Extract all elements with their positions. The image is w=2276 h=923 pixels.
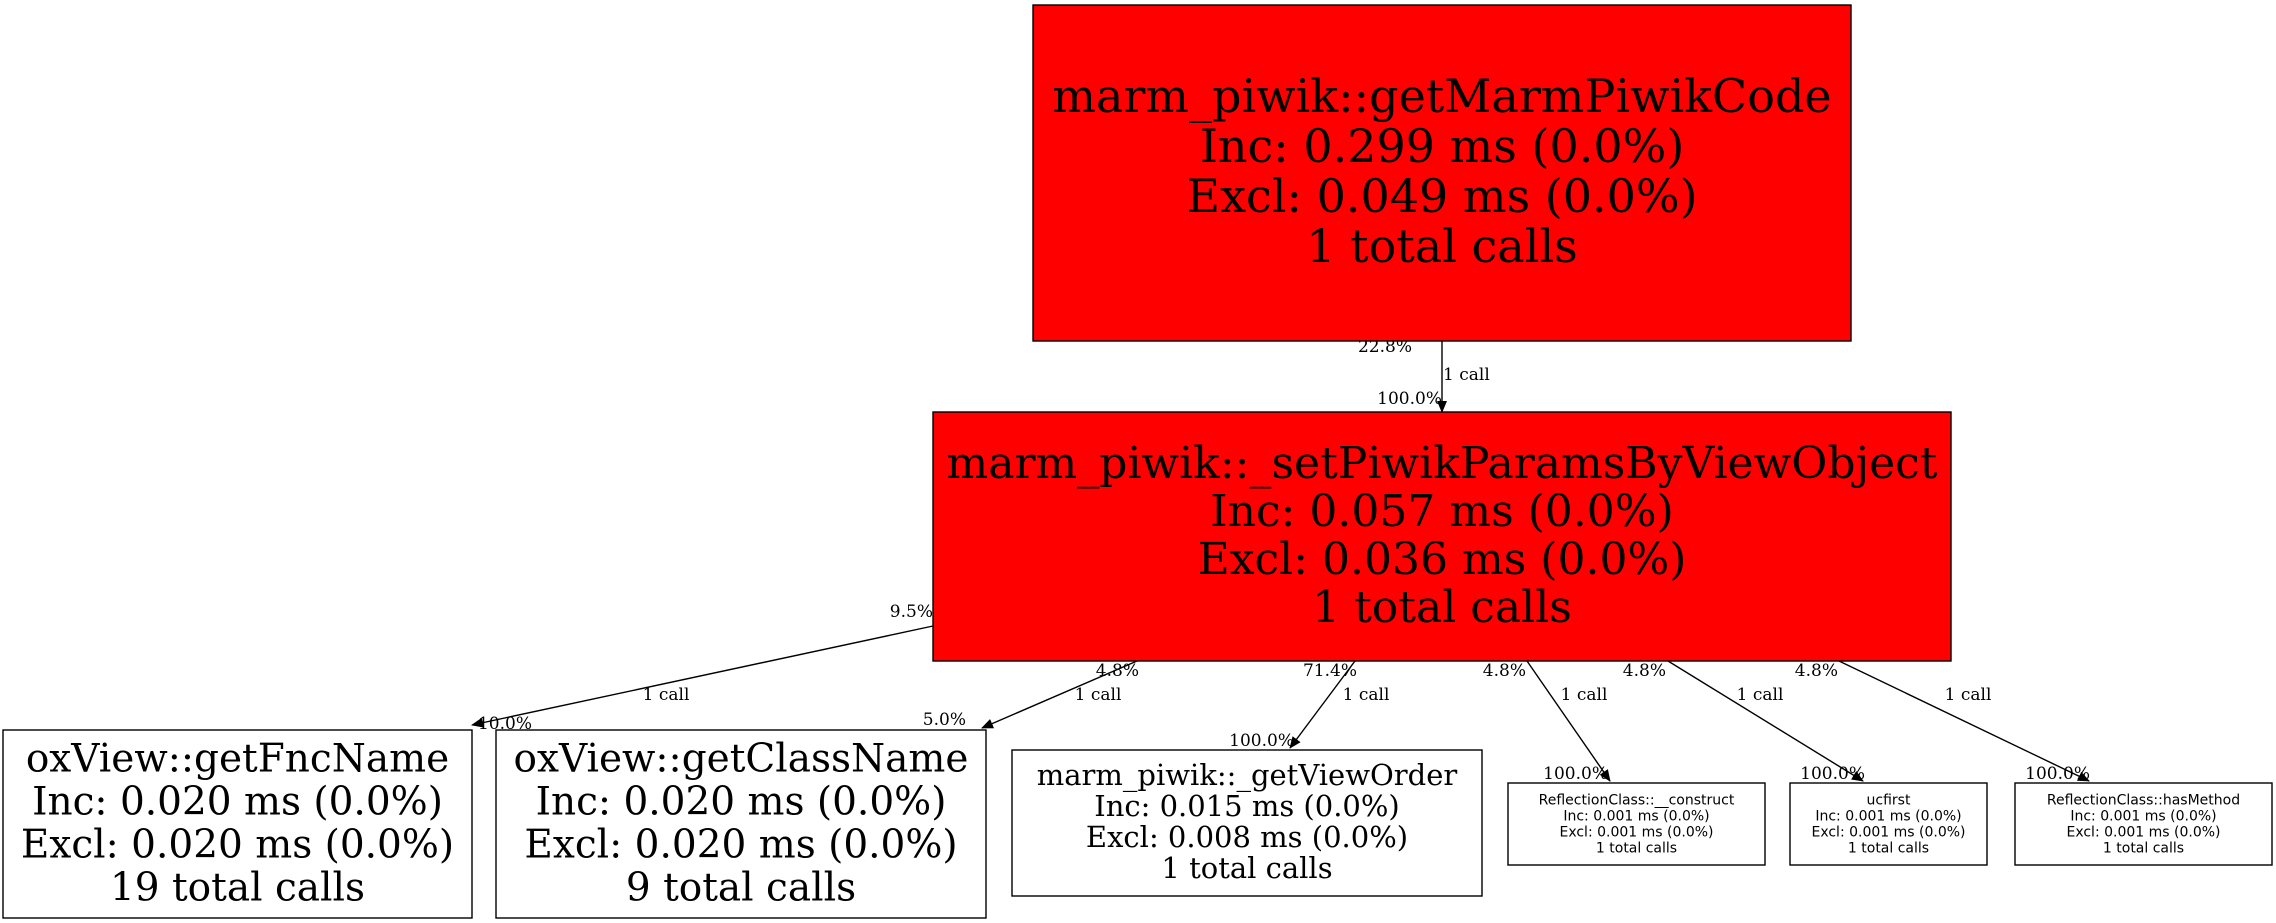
edge-tail-percent: 4.8% [1483, 661, 1526, 681]
edge-tail-percent: 4.8% [1623, 661, 1666, 681]
node-inclusive-time: Inc: 0.015 ms (0.0%) [1094, 789, 1400, 823]
node-box [1032, 4, 1852, 342]
edge-setPiwikParams-to-construct: 4.8% 1 call 100.0% [1483, 660, 1611, 784]
edge-call-label: 1 call [643, 685, 690, 705]
edge-call-label: 1 call [1561, 685, 1608, 705]
edge-line [1526, 660, 1611, 782]
node-total-calls: 19 total calls [110, 866, 365, 911]
node-function-name: marm_piwik::_getViewOrder [1037, 758, 1458, 793]
edge-setPiwikParams-to-ucfirst: 4.8% 1 call 100.0% [1623, 660, 1865, 784]
edge-setPiwikParams-to-hasMethod: 4.8% 1 call 100.0% [1795, 660, 2090, 784]
node-inclusive-time: Inc: 0.057 ms (0.0%) [1210, 486, 1674, 537]
edge-head-percent: 100.0% [2025, 764, 2090, 784]
edge-call-label: 1 call [1075, 685, 1122, 705]
node-total-calls: 1 total calls [2103, 840, 2184, 856]
node-total-calls: 9 total calls [626, 866, 856, 911]
node-box [2, 729, 473, 919]
edge-line [981, 660, 1138, 729]
edge-head-percent: 100.0% [1229, 731, 1294, 751]
node-function-name: ucfirst [1867, 792, 1911, 808]
node-total-calls: 1 total calls [1312, 582, 1572, 633]
edge-call-label: 1 call [1343, 685, 1390, 705]
edge-setPiwikParams-to-getViewOrder: 71.4% 1 call 100.0% [1229, 660, 1390, 751]
node-inclusive-time: Inc: 0.020 ms (0.0%) [32, 780, 443, 825]
node-box [1507, 782, 1766, 866]
edge-call-label: 1 call [1945, 685, 1992, 705]
node-total-calls: 1 total calls [1161, 851, 1332, 885]
edge-tail-percent: 71.4% [1303, 661, 1357, 681]
node-function-name: marm_piwik::_setPiwikParamsByViewObject [946, 438, 1937, 489]
edge-head-percent: 100.0% [1543, 764, 1608, 784]
node-function-name: oxView::getFncName [26, 737, 449, 782]
node-inclusive-time: Inc: 0.020 ms (0.0%) [536, 780, 947, 825]
node-exclusive-time: Excl: 0.020 ms (0.0%) [524, 823, 957, 868]
edge-head-percent: 5.0% [923, 710, 966, 730]
node-total-calls: 1 total calls [1596, 840, 1677, 856]
edge-head-percent: 100.0% [1377, 389, 1442, 409]
edge-head-percent: 100.0% [1800, 764, 1865, 784]
edge-head-percent: 10.0% [478, 714, 532, 734]
edge-tail-percent: 9.5% [890, 602, 933, 622]
node-box [1789, 782, 1988, 866]
node-exclusive-time: Excl: 0.020 ms (0.0%) [21, 823, 454, 868]
node-function-name: oxView::getClassName [514, 737, 969, 782]
node-exclusive-time: Excl: 0.036 ms (0.0%) [1198, 534, 1687, 585]
edge-tail-percent: 4.8% [1795, 661, 1838, 681]
node-inclusive-time: Inc: 0.001 ms (0.0%) [2070, 808, 2216, 824]
node-total-calls: 1 total calls [1306, 219, 1578, 273]
node-exclusive-time: Excl: 0.001 ms (0.0%) [1559, 824, 1713, 840]
node-inclusive-time: Inc: 0.001 ms (0.0%) [1563, 808, 1709, 824]
node-exclusive-time: Excl: 0.001 ms (0.0%) [2066, 824, 2220, 840]
edge-line [1289, 660, 1356, 749]
node-box [2014, 782, 2273, 866]
edge-tail-percent: 22.8% [1358, 337, 1412, 357]
node-box [1011, 749, 1483, 897]
edge-setPiwikParams-to-getClassName: 4.8% 1 call 5.0% [923, 660, 1139, 730]
node-setPiwikParams[interactable]: marm_piwik::_setPiwikParamsByViewObjectI… [932, 411, 1952, 662]
node-exclusive-time: Excl: 0.001 ms (0.0%) [1811, 824, 1965, 840]
node-inclusive-time: Inc: 0.299 ms (0.0%) [1200, 119, 1685, 173]
node-function-name: ReflectionClass::__construct [1539, 792, 1735, 808]
edge-tail-percent: 4.8% [1096, 661, 1139, 681]
node-exclusive-time: Excl: 0.008 ms (0.0%) [1086, 820, 1408, 854]
node-function-name: marm_piwik::getMarmPiwikCode [1052, 69, 1831, 123]
node-box [495, 729, 987, 919]
node-total-calls: 1 total calls [1848, 840, 1929, 856]
node-inclusive-time: Inc: 0.001 ms (0.0%) [1815, 808, 1961, 824]
node-box [932, 411, 1952, 662]
edge-line [471, 625, 934, 728]
edge-call-label: 1 call [1737, 685, 1784, 705]
node-function-name: ReflectionClass::hasMethod [2047, 792, 2240, 808]
edge-line [1667, 660, 1864, 782]
edge-setPiwikParams-to-getFncName: 9.5% 1 call 10.0% [471, 602, 934, 734]
edge-line [1838, 660, 2090, 782]
edge-call-label: 1 call [1443, 365, 1490, 385]
node-exclusive-time: Excl: 0.049 ms (0.0%) [1186, 169, 1697, 223]
